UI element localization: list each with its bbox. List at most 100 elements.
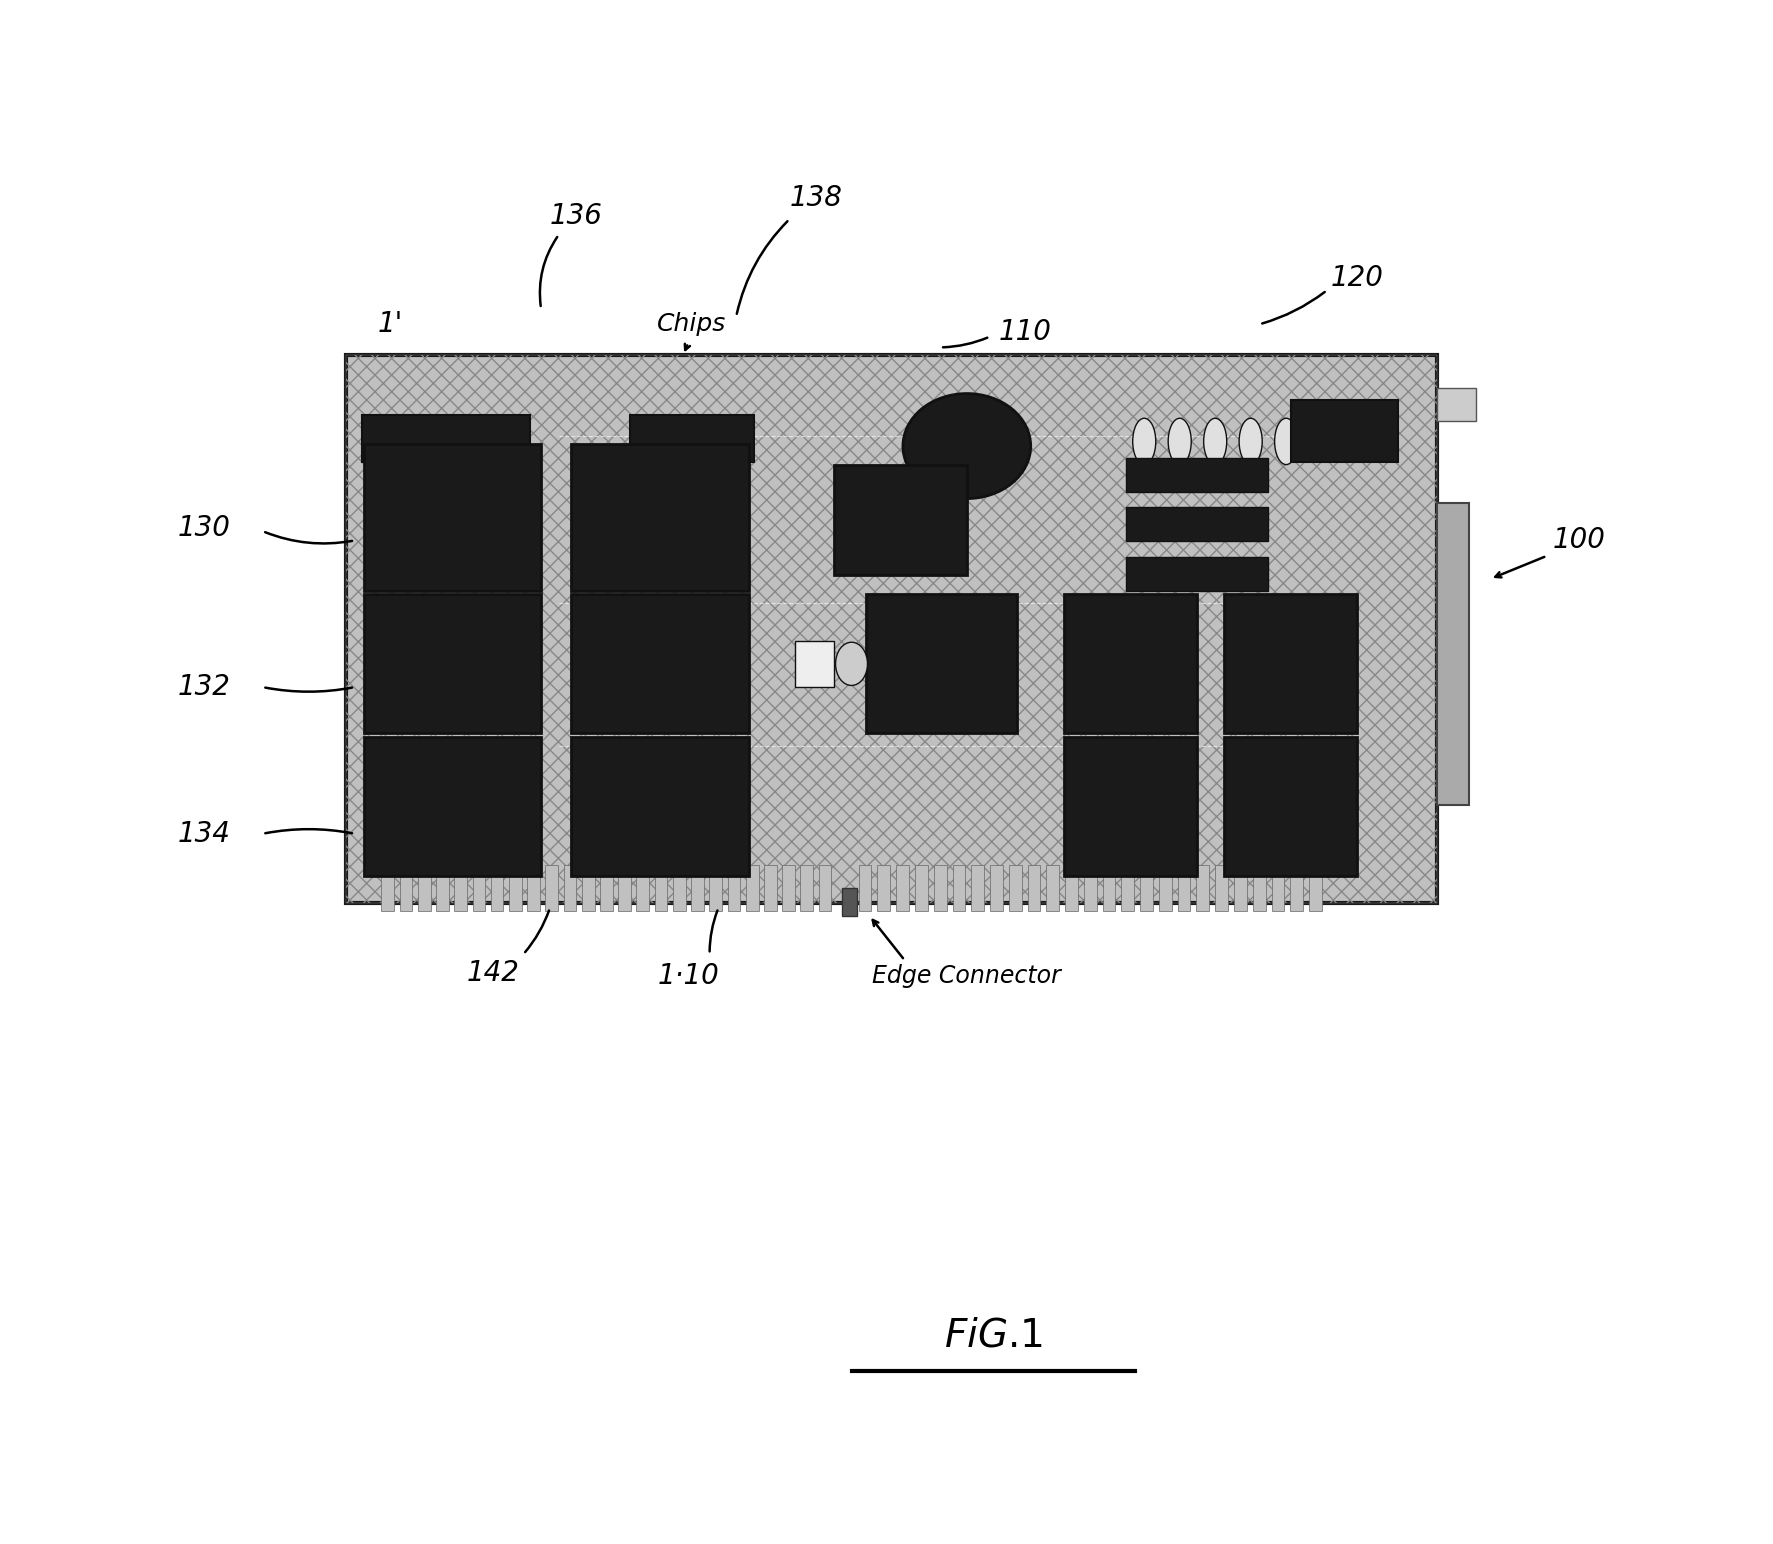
Text: 138: 138 xyxy=(789,184,842,212)
Bar xyxy=(637,865,649,911)
Bar xyxy=(381,865,394,911)
Bar xyxy=(865,594,1016,733)
Ellipse shape xyxy=(491,418,512,457)
Bar xyxy=(363,594,541,733)
Bar xyxy=(1009,865,1021,911)
Ellipse shape xyxy=(902,394,1030,499)
Bar xyxy=(1195,865,1209,911)
Bar xyxy=(436,865,449,911)
Bar xyxy=(952,865,965,911)
Bar xyxy=(1064,594,1197,733)
Bar xyxy=(745,865,759,911)
Bar xyxy=(654,865,667,911)
Text: 132: 132 xyxy=(177,673,230,701)
Ellipse shape xyxy=(1202,418,1227,465)
Bar xyxy=(544,865,558,911)
Text: 1·10: 1·10 xyxy=(658,962,718,990)
Bar xyxy=(629,415,754,462)
Bar xyxy=(346,355,1436,903)
Bar xyxy=(1177,865,1190,911)
Bar xyxy=(509,865,521,911)
Bar xyxy=(858,865,871,911)
Bar xyxy=(817,865,832,911)
Bar xyxy=(1223,594,1356,733)
Ellipse shape xyxy=(406,418,427,457)
Bar xyxy=(1064,865,1078,911)
Bar xyxy=(1126,557,1268,591)
Bar xyxy=(1083,865,1096,911)
Bar xyxy=(571,445,748,591)
Ellipse shape xyxy=(468,418,489,457)
Text: 136: 136 xyxy=(550,202,603,230)
Ellipse shape xyxy=(441,418,463,457)
Text: 1': 1' xyxy=(378,310,402,338)
Bar xyxy=(362,415,530,462)
Bar xyxy=(1436,503,1468,804)
Bar xyxy=(1064,736,1197,875)
Bar xyxy=(1234,865,1246,911)
Bar xyxy=(346,355,1436,903)
Bar xyxy=(1121,865,1133,911)
Text: Edge Connector: Edge Connector xyxy=(872,963,1060,988)
Text: 120: 120 xyxy=(1330,264,1383,292)
Bar xyxy=(1126,508,1268,542)
Bar xyxy=(472,865,486,911)
Bar xyxy=(1223,736,1356,875)
Bar xyxy=(564,865,576,911)
Bar xyxy=(571,736,748,875)
Bar xyxy=(571,594,748,733)
Bar xyxy=(782,865,794,911)
Bar xyxy=(599,865,612,911)
Text: 100: 100 xyxy=(1551,527,1605,554)
Bar xyxy=(1436,388,1475,422)
Ellipse shape xyxy=(1167,418,1191,465)
Bar xyxy=(454,865,466,911)
Ellipse shape xyxy=(1238,418,1262,465)
Text: 142: 142 xyxy=(466,959,519,987)
Bar xyxy=(933,865,947,911)
Bar xyxy=(1103,865,1115,911)
Bar xyxy=(972,865,984,911)
Bar xyxy=(619,865,631,911)
Bar xyxy=(491,865,504,911)
Bar xyxy=(418,865,431,911)
Bar xyxy=(1126,459,1268,493)
Bar xyxy=(1252,865,1264,911)
Ellipse shape xyxy=(1131,418,1156,465)
Bar xyxy=(1215,865,1227,911)
Bar xyxy=(842,888,856,916)
Ellipse shape xyxy=(371,418,392,457)
Bar xyxy=(1289,865,1303,911)
Bar xyxy=(800,865,812,911)
Bar xyxy=(1271,865,1284,911)
Bar xyxy=(399,865,411,911)
Bar xyxy=(527,865,539,911)
Bar xyxy=(363,445,541,591)
Bar xyxy=(709,865,722,911)
Bar xyxy=(895,865,908,911)
Bar xyxy=(1158,865,1170,911)
Ellipse shape xyxy=(835,642,867,686)
Ellipse shape xyxy=(1273,418,1296,465)
Text: 134: 134 xyxy=(177,820,230,848)
Bar xyxy=(1027,865,1039,911)
Bar xyxy=(672,865,686,911)
Bar xyxy=(1308,865,1321,911)
Bar xyxy=(1046,865,1058,911)
Bar xyxy=(582,865,594,911)
Bar xyxy=(989,865,1002,911)
Bar xyxy=(691,865,704,911)
Text: 130: 130 xyxy=(177,514,230,542)
Text: 110: 110 xyxy=(998,318,1051,346)
Bar xyxy=(1291,400,1397,462)
Bar xyxy=(1140,865,1152,911)
Bar xyxy=(878,865,890,911)
Text: Chips: Chips xyxy=(656,312,727,337)
Bar xyxy=(363,736,541,875)
Bar xyxy=(915,865,927,911)
Text: $\mathit{F}$$\mathit{iG}$.$\mathit{1}$: $\mathit{F}$$\mathit{iG}$.$\mathit{1}$ xyxy=(943,1317,1043,1354)
Bar xyxy=(794,641,833,687)
Bar xyxy=(833,465,966,576)
Bar xyxy=(727,865,739,911)
Bar xyxy=(764,865,777,911)
